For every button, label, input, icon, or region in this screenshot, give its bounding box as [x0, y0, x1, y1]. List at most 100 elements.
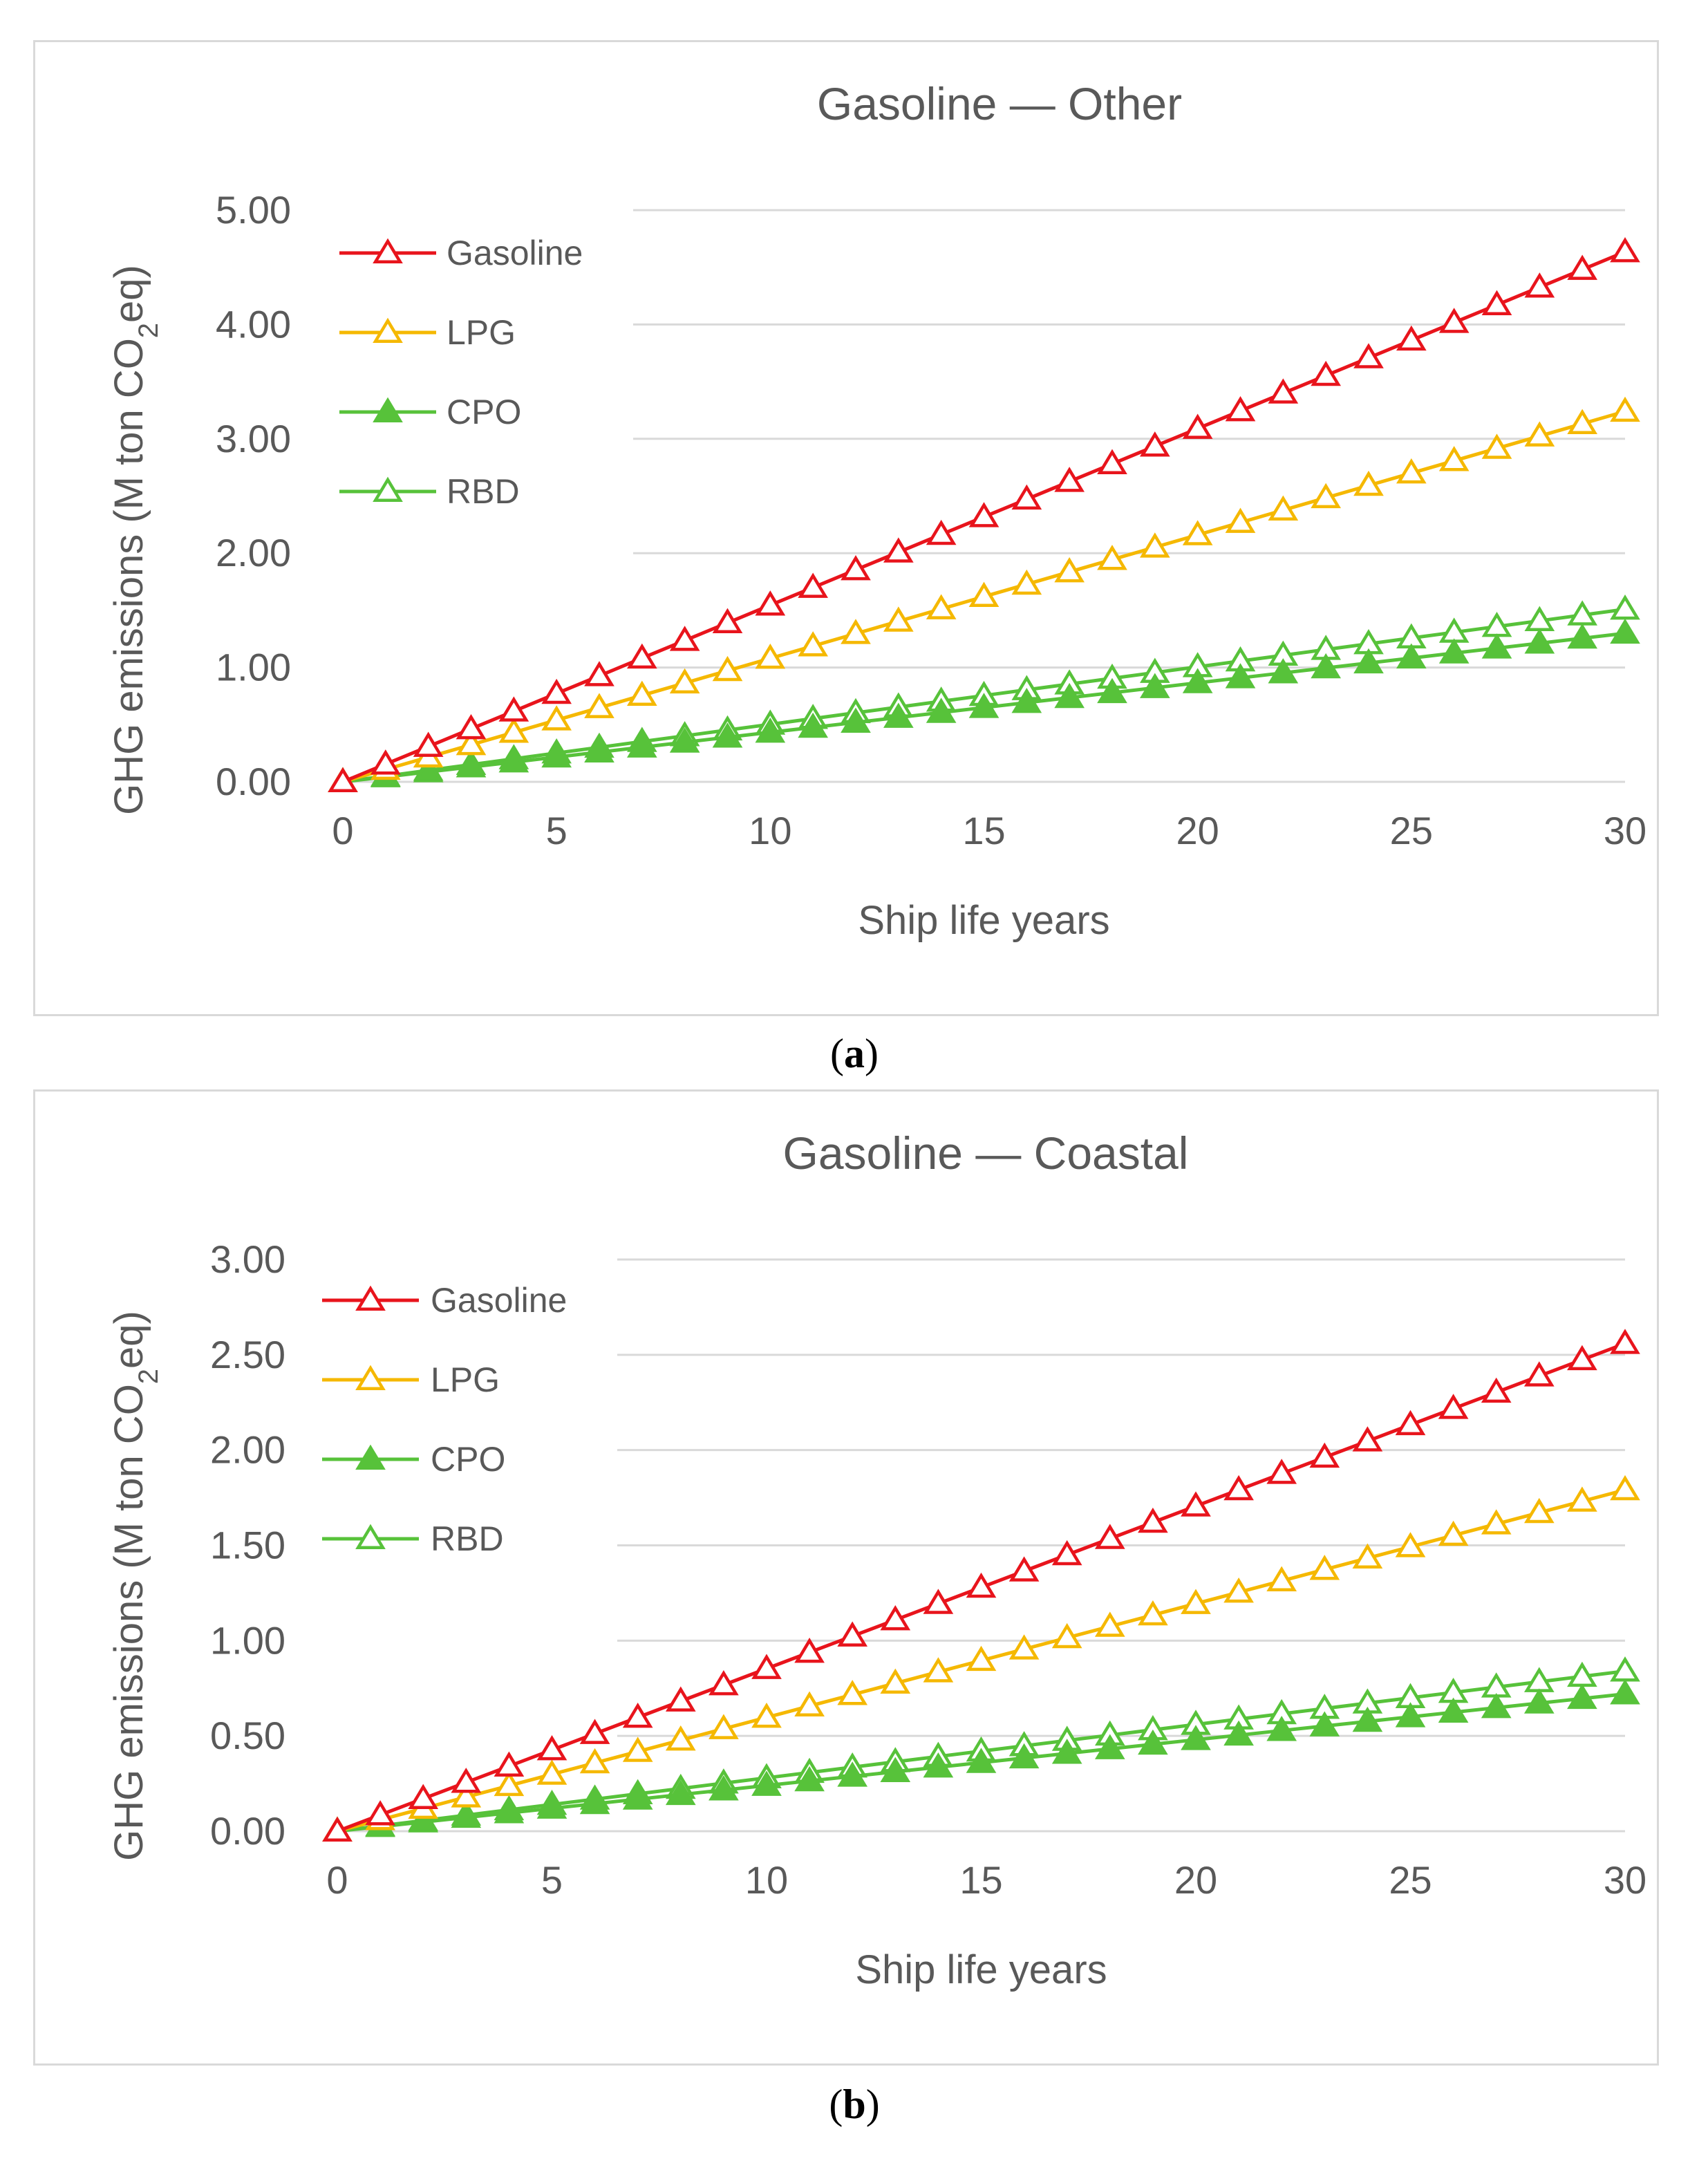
x-axis-title: Ship life years: [858, 898, 1109, 943]
data-point: [1567, 254, 1597, 280]
data-point: [1225, 395, 1256, 422]
data-point: [622, 1736, 653, 1762]
data-point: [622, 1784, 653, 1810]
data-point: [926, 698, 957, 723]
data-point: [1481, 433, 1512, 459]
legend-marker: [355, 1444, 386, 1470]
data-point: [1481, 1692, 1512, 1719]
y-tick-label: 3.00: [216, 417, 291, 460]
data-point: [1610, 1329, 1640, 1354]
data-point: [579, 1748, 610, 1774]
data-point: [579, 1719, 610, 1744]
chart-title: Gasoline — Coastal: [783, 1127, 1189, 1179]
legend-label: Gasoline: [431, 1281, 567, 1320]
data-point: [1051, 1539, 1082, 1566]
data-point: [968, 502, 1000, 527]
y-tick-label: 0.00: [210, 1809, 285, 1853]
data-point: [926, 594, 957, 619]
data-point: [755, 718, 786, 743]
y-tick-label: 3.00: [210, 1237, 285, 1281]
data-point: [456, 713, 487, 740]
data-point: [968, 581, 1000, 608]
data-point: [627, 643, 657, 669]
data-point: [1182, 668, 1213, 693]
data-point: [669, 626, 700, 651]
data-point: [1054, 682, 1085, 709]
data-point: [1567, 623, 1597, 649]
y-axis-title: GHG emissions (M ton CO2eq): [106, 1311, 164, 1861]
chart-title: Gasoline — Other: [817, 78, 1182, 129]
chart-panel-a: Gasoline — Other 0.00 1.00 2.00 3.00 4.00 5.00…: [33, 40, 1659, 1016]
data-point: [1182, 520, 1213, 545]
panel-label-b: (b): [829, 2081, 880, 2127]
y-axis-title: GHG emissions (M ton CO2eq): [106, 265, 164, 815]
data-point: [1011, 569, 1042, 595]
panel-label-a: (a): [830, 1031, 879, 1076]
data-point: [541, 678, 572, 704]
data-point: [1223, 1474, 1254, 1501]
data-point: [1567, 1683, 1597, 1710]
data-point: [1138, 1729, 1168, 1755]
y-tick-label: 2.00: [216, 531, 291, 574]
data-point: [708, 1775, 739, 1801]
data-point: [665, 1686, 696, 1712]
data-point: [968, 693, 1000, 718]
data-point: [883, 537, 914, 563]
x-tick-label: 5: [546, 809, 567, 852]
data-point: [1610, 595, 1640, 620]
legend-label: RBD: [447, 472, 520, 511]
data-point: [322, 1816, 353, 1842]
data-point: [837, 1621, 868, 1647]
x-tick-label: 30: [1604, 809, 1646, 852]
data-point: [1396, 325, 1427, 351]
data-point: [451, 1782, 482, 1808]
data-point: [1481, 1377, 1512, 1403]
data-point: [1097, 677, 1127, 704]
x-tick-label: 20: [1174, 1858, 1217, 1902]
data-point: [1140, 431, 1170, 457]
data-point: [880, 1668, 911, 1694]
data-point: [1352, 1706, 1383, 1732]
data-point: [1097, 545, 1127, 570]
data-point: [541, 742, 572, 768]
legend-marker: [373, 317, 403, 343]
data-point: [1610, 1679, 1640, 1705]
data-point: [794, 1691, 825, 1716]
data-point: [413, 757, 444, 783]
data-point: [408, 1784, 439, 1809]
chart-panel-b: Gasoline — Coastal 0.00 0.50 1.00 1.50 2.00 2.…: [33, 1089, 1659, 2066]
data-point: [798, 572, 828, 598]
data-point: [1268, 658, 1299, 684]
data-point: [370, 749, 401, 775]
data-point: [1610, 1474, 1640, 1501]
data-point: [1182, 413, 1213, 439]
data-point: [536, 1793, 567, 1819]
data-point: [498, 747, 529, 773]
data-point: [883, 702, 914, 728]
data-point: [837, 1680, 868, 1705]
series-gasoline: [322, 1329, 1640, 1842]
data-point: [1395, 1702, 1426, 1728]
data-point: [669, 727, 700, 753]
legend: Gasoline LPG CPO RBD: [322, 1281, 567, 1558]
data-point: [751, 1703, 782, 1728]
data-point: [1610, 396, 1640, 422]
data-point: [794, 1637, 825, 1663]
data-point: [1610, 236, 1640, 263]
data-point: [1352, 1543, 1383, 1569]
series-cpo: [328, 618, 1640, 792]
data-point: [408, 1807, 439, 1833]
data-point: [1438, 1520, 1469, 1546]
x-tick-label: 15: [959, 1858, 1002, 1902]
legend-marker: [355, 1365, 386, 1390]
data-point: [1353, 343, 1384, 368]
data-point: [494, 1751, 525, 1777]
legend-label: CPO: [431, 1440, 505, 1479]
data-point: [1268, 378, 1299, 404]
data-point: [1011, 688, 1042, 713]
data-point: [923, 1589, 954, 1614]
data-point: [1054, 467, 1085, 492]
data-point: [1181, 1491, 1211, 1517]
data-point: [1610, 1656, 1640, 1682]
legend-marker: [373, 397, 403, 422]
